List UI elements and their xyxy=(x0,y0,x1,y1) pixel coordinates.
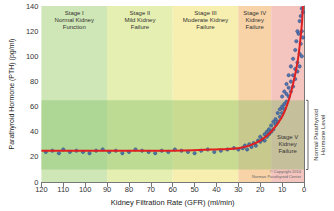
svg-text:80: 80 xyxy=(30,77,38,86)
svg-text:20: 20 xyxy=(30,152,38,161)
svg-text:Stage I: Stage I xyxy=(65,10,84,16)
svg-text:40: 40 xyxy=(212,185,220,194)
svg-text:10: 10 xyxy=(278,185,286,194)
svg-text:Kidney: Kidney xyxy=(246,17,264,23)
svg-text:Stage V: Stage V xyxy=(277,134,298,140)
svg-text:120: 120 xyxy=(26,27,39,36)
svg-text:Kidney: Kidney xyxy=(278,141,296,147)
svg-text:90: 90 xyxy=(103,185,111,194)
svg-text:Stage III: Stage III xyxy=(194,10,217,16)
svg-text:110: 110 xyxy=(57,185,69,194)
svg-text:50: 50 xyxy=(190,185,198,194)
svg-text:100: 100 xyxy=(26,52,39,61)
svg-text:Moderate Kidney: Moderate Kidney xyxy=(183,17,228,23)
svg-text:Norman Parathyroid Center: Norman Parathyroid Center xyxy=(252,174,302,179)
svg-text:Function: Function xyxy=(63,24,86,30)
svg-text:0: 0 xyxy=(34,177,39,187)
svg-text:Failure: Failure xyxy=(196,24,215,30)
svg-text:70: 70 xyxy=(147,185,155,194)
svg-text:0: 0 xyxy=(302,185,306,194)
svg-text:Parathyroid Hormone (PTH) (pg/: Parathyroid Hormone (PTH) (pg/ml) xyxy=(8,39,16,150)
svg-text:80: 80 xyxy=(125,185,133,194)
svg-text:© Copyright 2014: © Copyright 2014 xyxy=(269,169,301,175)
svg-text:Stage IV: Stage IV xyxy=(243,10,266,16)
svg-text:140: 140 xyxy=(26,2,39,11)
svg-text:60: 60 xyxy=(169,185,177,194)
svg-text:Failure: Failure xyxy=(278,148,297,154)
svg-text:Failure: Failure xyxy=(246,24,265,30)
svg-text:60: 60 xyxy=(30,102,38,111)
svg-text:Failure: Failure xyxy=(131,24,150,30)
svg-text:40: 40 xyxy=(30,127,38,136)
svg-text:Stage II: Stage II xyxy=(130,10,151,16)
svg-text:Hormone Level: Hormone Level xyxy=(320,115,326,156)
svg-text:Normal Parathyroid: Normal Parathyroid xyxy=(313,109,319,161)
svg-text:20: 20 xyxy=(256,185,264,194)
svg-text:Mild Kidney: Mild Kidney xyxy=(124,17,155,23)
svg-text:100: 100 xyxy=(79,185,92,194)
svg-text:Normal Kidney: Normal Kidney xyxy=(55,17,94,23)
svg-text:30: 30 xyxy=(234,185,242,194)
svg-text:120: 120 xyxy=(35,185,48,194)
svg-text:Kidney Filtration Rate (GFR) (: Kidney Filtration Rate (GFR) (ml/min) xyxy=(111,198,235,207)
